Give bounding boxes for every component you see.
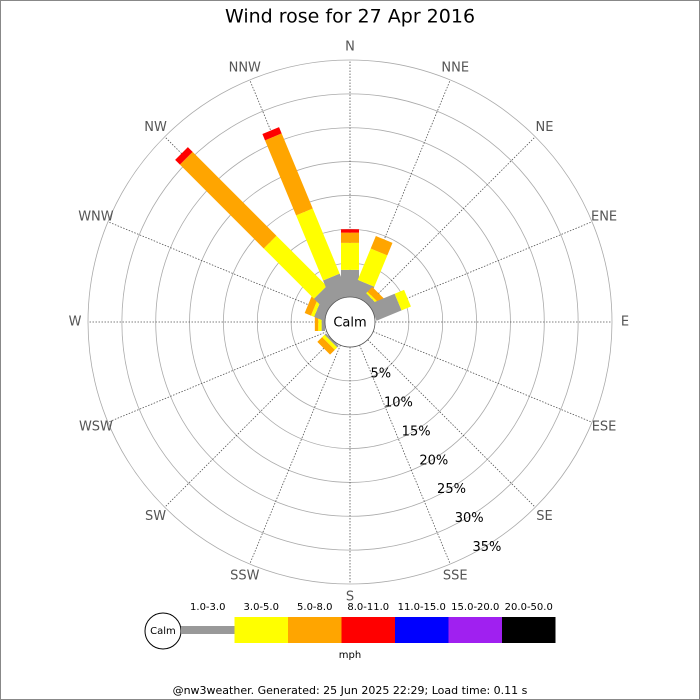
spoke bbox=[164, 339, 333, 508]
wind-bar bbox=[322, 334, 338, 350]
ring-label: 35% bbox=[472, 540, 501, 555]
wind-bar bbox=[263, 235, 327, 299]
direction-label: WNW bbox=[78, 209, 114, 224]
legend-swatch bbox=[234, 617, 288, 643]
direction-label: NE bbox=[535, 120, 553, 135]
legend-label: 5.0-8.0 bbox=[297, 602, 332, 613]
wind-bar bbox=[341, 242, 359, 270]
direction-label: S bbox=[346, 590, 354, 605]
spoke bbox=[359, 344, 451, 565]
grid-ring bbox=[121, 93, 579, 551]
legend-label: 11.0-15.0 bbox=[398, 602, 446, 613]
wind-bar bbox=[175, 147, 193, 165]
spoke bbox=[107, 221, 328, 313]
legend-label: 3.0-5.0 bbox=[244, 602, 279, 613]
wind-bar bbox=[341, 232, 359, 243]
wind-bar bbox=[262, 127, 282, 141]
grid-ring bbox=[256, 228, 444, 416]
direction-label: N bbox=[345, 40, 355, 55]
spoke bbox=[249, 344, 341, 565]
wind-bar bbox=[317, 337, 335, 355]
direction-label: SE bbox=[536, 509, 552, 524]
wind-bar bbox=[323, 273, 349, 303]
calm-label: Calm bbox=[333, 316, 366, 331]
wind-bar bbox=[179, 151, 277, 249]
legend-swatch bbox=[395, 617, 449, 643]
ring-label: 5% bbox=[370, 367, 391, 382]
legend-label: 1.0-3.0 bbox=[190, 602, 225, 613]
legend-label: 20.0-50.0 bbox=[505, 602, 553, 613]
legend-label: 15.0-20.0 bbox=[451, 602, 499, 613]
ring-label: 10% bbox=[384, 396, 413, 411]
spoke bbox=[107, 331, 328, 423]
direction-label: E bbox=[621, 315, 629, 330]
legend-unit: mph bbox=[339, 650, 361, 661]
spoke bbox=[367, 339, 536, 508]
direction-label: SW bbox=[145, 509, 166, 524]
wind-bar bbox=[304, 296, 318, 316]
direction-label: W bbox=[69, 315, 82, 330]
direction-label: NW bbox=[144, 120, 167, 135]
spoke bbox=[367, 136, 536, 305]
grid-ring bbox=[223, 195, 477, 449]
legend-swatch bbox=[181, 626, 235, 634]
wind-bar bbox=[265, 133, 313, 216]
direction-label: NNE bbox=[441, 60, 469, 75]
wind-bar bbox=[296, 208, 340, 281]
legend-label: 8.0-11.0 bbox=[347, 602, 389, 613]
wind-bar bbox=[324, 333, 339, 348]
wind-bar bbox=[341, 229, 359, 233]
wind-bar bbox=[369, 293, 402, 321]
direction-label: WSW bbox=[79, 420, 113, 435]
legend-swatch bbox=[448, 617, 502, 643]
direction-label: ENE bbox=[591, 209, 617, 224]
legend-calm-label: Calm bbox=[150, 626, 176, 637]
direction-label: ESE bbox=[592, 420, 617, 435]
wind-bar bbox=[370, 236, 393, 256]
direction-label: SSE bbox=[443, 569, 468, 584]
direction-label: NNW bbox=[229, 60, 261, 75]
wind-bar bbox=[310, 298, 321, 317]
spoke bbox=[372, 221, 593, 313]
spoke bbox=[372, 331, 593, 423]
ring-label: 15% bbox=[402, 424, 431, 439]
footer: @nw3weather. Generated: 25 Jun 2025 22:2… bbox=[173, 684, 528, 697]
ring-label: 30% bbox=[455, 511, 484, 526]
wind-bar bbox=[357, 248, 388, 287]
legend-swatch bbox=[502, 617, 556, 643]
calm-circle bbox=[324, 296, 376, 348]
ring-label: 25% bbox=[437, 482, 466, 497]
legend-swatch bbox=[341, 617, 395, 643]
direction-label: SSW bbox=[230, 569, 260, 584]
chart-title: Wind rose for 27 Apr 2016 bbox=[225, 6, 475, 28]
grid-ring bbox=[87, 59, 613, 585]
legend-swatch bbox=[288, 617, 342, 643]
ring-label: 20% bbox=[419, 453, 448, 468]
wind-bar bbox=[394, 289, 411, 311]
